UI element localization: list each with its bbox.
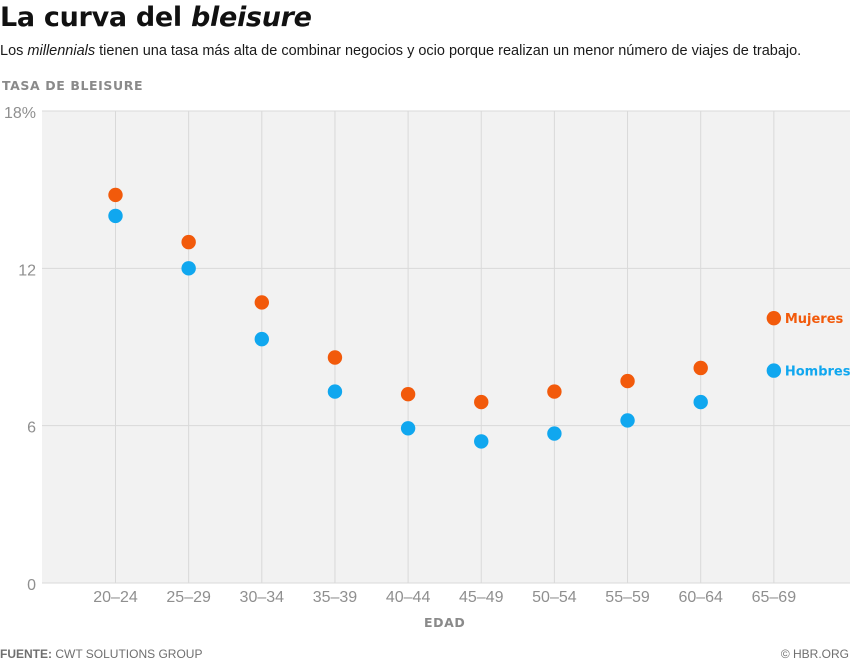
- x-tick-label: 50–54: [532, 589, 577, 606]
- point-hombres: [693, 394, 708, 410]
- x-tick-label: 35–39: [313, 589, 358, 606]
- plot-background: [42, 111, 850, 583]
- x-tick-label: 25–29: [166, 589, 211, 606]
- y-tick-label: 18%: [4, 105, 36, 122]
- chart-title-main: La curva del: [0, 2, 191, 33]
- point-hombres: [400, 421, 416, 436]
- x-tick-label: 45–49: [459, 589, 504, 606]
- point-hombres: [547, 426, 562, 441]
- point-mujeres: [766, 310, 782, 326]
- x-tick-label: 60–64: [678, 589, 723, 606]
- chart-title: La curva del bleisure: [0, 2, 312, 33]
- chart-title-italic: bleisure: [190, 2, 312, 33]
- x-tick-label: 65–69: [752, 589, 797, 606]
- point-mujeres: [181, 234, 196, 250]
- point-mujeres: [547, 384, 562, 399]
- point-mujeres: [327, 350, 343, 365]
- point-hombres: [254, 331, 269, 347]
- series-label-mujeres: Mujeres: [785, 312, 844, 327]
- x-tick-label: 20–24: [93, 589, 138, 606]
- x-tick-label: 30–34: [240, 589, 285, 606]
- y-axis-title: TASA DE BLEISURE: [2, 78, 144, 93]
- source-label: FUENTE:: [0, 647, 52, 661]
- hbr-credit: © HBR.ORG: [780, 647, 849, 661]
- subtitle-italic: millennials: [27, 43, 96, 59]
- x-tick-label: 40–44: [386, 589, 431, 606]
- point-hombres: [474, 434, 489, 449]
- y-tick-label: 6: [27, 420, 36, 437]
- point-mujeres: [474, 394, 489, 410]
- x-tick-label: 55–59: [605, 589, 650, 606]
- point-hombres: [181, 261, 196, 276]
- point-hombres: [620, 413, 635, 428]
- point-hombres: [327, 384, 343, 399]
- source-note: FUENTE: CWT SOLUTIONS GROUP: [0, 647, 202, 661]
- point-mujeres: [108, 187, 123, 203]
- subtitle-post: tienen una tasa más alta de combinar neg…: [95, 43, 802, 59]
- point-hombres: [766, 363, 782, 378]
- series-label-hombres: Hombres: [785, 365, 850, 380]
- point-hombres: [108, 208, 123, 224]
- y-tick-label: 12: [18, 262, 36, 279]
- source-text: CWT SOLUTIONS GROUP: [52, 647, 203, 661]
- chart-subtitle: Los millennials tienen una tasa más alta…: [0, 43, 801, 59]
- point-mujeres: [400, 387, 416, 402]
- y-tick-label: 0: [27, 577, 36, 594]
- subtitle-pre: Los: [0, 43, 28, 59]
- point-mujeres: [620, 373, 635, 389]
- point-mujeres: [693, 360, 708, 376]
- point-mujeres: [254, 295, 269, 310]
- x-axis-title: EDAD: [424, 615, 465, 630]
